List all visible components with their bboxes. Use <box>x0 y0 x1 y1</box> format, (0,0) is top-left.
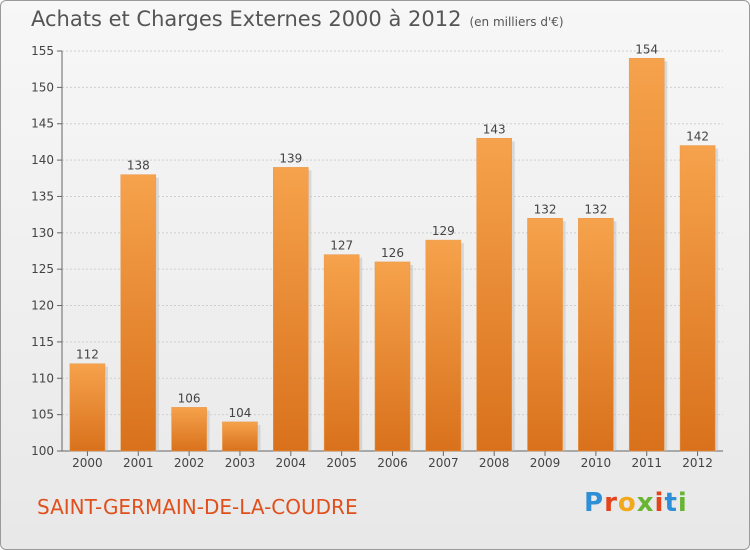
bar <box>222 421 258 452</box>
x-tick-label: 2011 <box>631 456 662 470</box>
bar <box>679 145 716 452</box>
x-tick-label: 2003 <box>225 456 256 470</box>
x-tick-label: 2002 <box>174 456 205 470</box>
logo-letter: o <box>617 488 637 518</box>
x-tick-label: 2007 <box>428 456 459 470</box>
chart-title: Achats et Charges Externes 2000 à 2012 (e… <box>31 7 564 31</box>
x-tick-label: 2000 <box>72 456 103 470</box>
y-tick-label: 115 <box>31 335 54 349</box>
bar <box>323 254 360 452</box>
logo-letter: x <box>636 488 655 518</box>
y-tick-label: 125 <box>31 262 54 276</box>
y-tick-label: 155 <box>31 44 54 58</box>
data-label: 106 <box>178 391 201 405</box>
labels: 112 2000 138 2001 106 2002 104 2003 139 2004 127 20… <box>72 42 713 470</box>
proxiti-logo: Proxiti <box>584 488 688 518</box>
x-tick-label: 2008 <box>479 456 510 470</box>
logo-letter: r <box>604 488 618 518</box>
data-label: 132 <box>584 202 607 216</box>
logo-letter: i <box>677 488 688 518</box>
data-label: 154 <box>635 42 658 56</box>
x-tick-label: 2012 <box>682 456 713 470</box>
data-label: 127 <box>330 239 353 253</box>
x-tick-label: 2009 <box>530 456 561 470</box>
bar <box>69 363 106 452</box>
x-tick-label: 2001 <box>123 456 154 470</box>
data-label: 143 <box>483 122 506 136</box>
bar <box>171 407 207 452</box>
data-label: 132 <box>534 202 557 216</box>
bar <box>273 167 309 452</box>
y-tick-label: 105 <box>31 408 54 422</box>
y-tick-label: 135 <box>31 189 54 203</box>
commune-name: SAINT-GERMAIN-DE-LA-COUDRE <box>37 495 358 519</box>
y-tick-label: 110 <box>31 371 54 385</box>
data-label: 142 <box>686 130 709 144</box>
bar <box>476 138 512 452</box>
logo-letter: i <box>654 488 665 518</box>
bar <box>527 218 563 452</box>
x-tick-label: 2010 <box>581 456 612 470</box>
logo-letter: P <box>584 488 605 518</box>
y-tick-label: 140 <box>31 153 54 167</box>
y-tick-label: 100 <box>31 444 54 458</box>
bar <box>120 174 157 452</box>
y-tick-label: 150 <box>31 80 54 94</box>
y-tick-label: 145 <box>31 117 54 131</box>
data-label: 138 <box>127 159 150 173</box>
bar <box>628 58 665 452</box>
data-label: 112 <box>76 348 99 362</box>
data-label: 139 <box>279 151 302 165</box>
data-label: 126 <box>381 246 404 260</box>
y-tick-label: 120 <box>31 299 54 313</box>
title-unit: (en milliers d'€) <box>469 15 564 29</box>
x-tick-label: 2006 <box>377 456 408 470</box>
bar <box>578 218 614 452</box>
x-tick-label: 2004 <box>276 456 307 470</box>
bar <box>374 261 411 452</box>
y-tick-label: 130 <box>31 226 54 240</box>
bar <box>425 239 462 452</box>
data-label: 104 <box>229 406 252 420</box>
x-tick-label: 2005 <box>326 456 357 470</box>
logo-letter: t <box>664 488 678 518</box>
data-label: 129 <box>432 224 455 238</box>
title-text: Achats et Charges Externes 2000 à 2012 <box>31 7 462 31</box>
bars <box>69 58 719 452</box>
